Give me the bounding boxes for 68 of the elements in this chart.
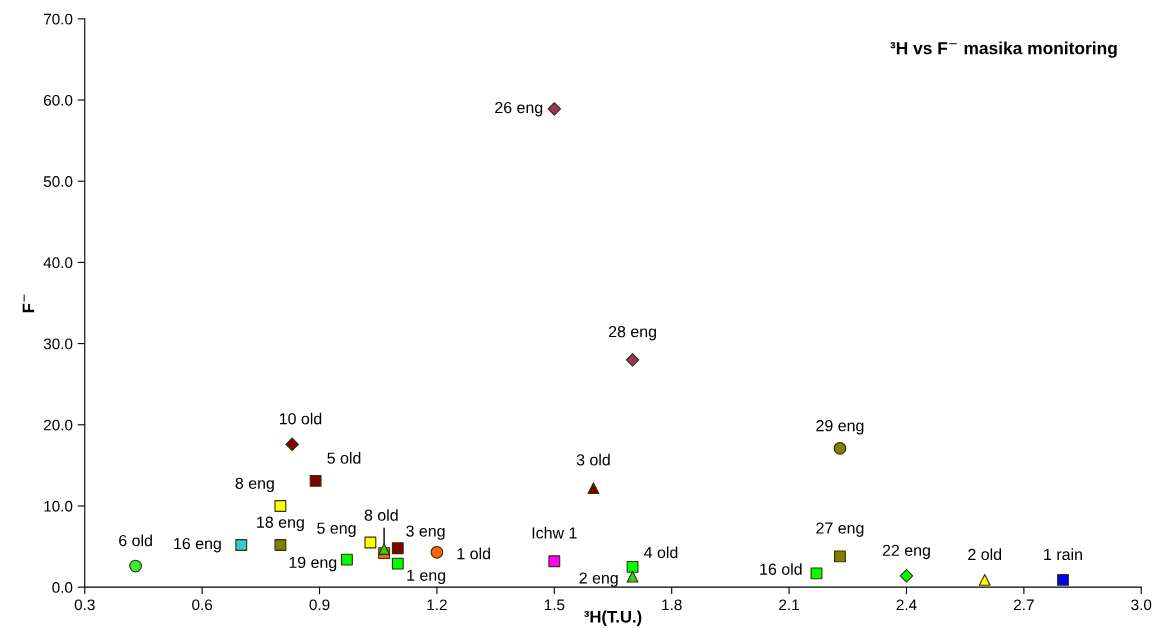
x-tick-label: 0.3 — [74, 599, 95, 611]
series-label: 28 eng — [608, 325, 656, 341]
series-label: 19 eng — [289, 556, 337, 572]
point — [899, 569, 914, 583]
series-label: 6 old — [119, 534, 152, 547]
point — [547, 102, 562, 116]
series-label: 1 old — [457, 547, 490, 560]
series-label: 10 old — [279, 412, 322, 425]
series-label: 5 old — [327, 452, 361, 464]
point — [625, 353, 640, 367]
point — [1057, 573, 1069, 586]
point — [833, 441, 847, 455]
series-label: 1 eng — [407, 569, 446, 585]
series-label: 3 eng — [406, 525, 445, 540]
y-tick-label: 0.0 — [52, 582, 73, 593]
series-label: 2 old — [968, 548, 1002, 561]
x-tick-label: 0.9 — [309, 599, 330, 611]
point — [235, 539, 248, 551]
x-tick-label: 1.2 — [427, 599, 447, 611]
y-axis-title: F$^{−}$ — [22, 294, 35, 313]
x-tick-label: 1.8 — [662, 599, 682, 611]
x-tick-label: 0.6 — [192, 599, 213, 611]
y-tick-label: 40.0 — [43, 257, 73, 269]
point — [587, 482, 600, 495]
series-label: 8 old — [364, 509, 398, 521]
point — [391, 542, 404, 555]
series-label: 1 rain — [1044, 548, 1082, 561]
point — [364, 536, 377, 549]
x-tick-label: 3.0 — [1131, 599, 1152, 611]
y-tick-label: 70.0 — [44, 13, 73, 25]
point — [430, 545, 444, 559]
series-label: 27 eng — [816, 522, 864, 537]
series-label: 16 eng — [174, 537, 221, 553]
point — [626, 570, 639, 583]
series-label: 22 eng — [882, 544, 930, 560]
point — [274, 539, 287, 551]
series-label: 3 old — [576, 453, 610, 466]
y-tick-label: 30.0 — [43, 338, 73, 350]
y-tick-label: 60.0 — [43, 94, 73, 106]
point — [129, 559, 142, 573]
series-label: 4 old — [644, 546, 678, 559]
point — [978, 573, 991, 586]
x-axis-title: ³H(T.U.) — [584, 610, 642, 626]
y-tick-label: 10.0 — [44, 500, 73, 512]
x-tick-label: 2.7 — [1014, 599, 1034, 611]
series-label: 18 eng — [257, 516, 304, 532]
point — [285, 437, 299, 452]
y-tick-label: 20.0 — [43, 419, 73, 431]
text: ³H vs F$^{−}$ masika monitoring — [890, 41, 1117, 58]
series-label: 2 eng — [579, 572, 618, 587]
point — [834, 550, 846, 563]
point — [810, 567, 823, 580]
x-tick-label: 2.1 — [779, 599, 799, 611]
series-label: 26 eng — [495, 101, 543, 117]
point — [340, 553, 353, 566]
point — [274, 500, 287, 512]
series-label: 16 old — [760, 563, 802, 575]
series-label: 8 eng — [235, 477, 274, 493]
point — [391, 557, 404, 570]
point — [548, 555, 561, 568]
x-tick-label: 2.4 — [896, 599, 917, 611]
point — [626, 560, 639, 573]
series-label: 5 eng — [317, 522, 356, 537]
series-label: Ichw 1 — [532, 526, 577, 539]
point — [309, 474, 322, 487]
x-tick-label: 1.5 — [544, 599, 565, 611]
y-tick-label: 50.0 — [43, 176, 73, 187]
series-label: 29 eng — [816, 419, 864, 435]
